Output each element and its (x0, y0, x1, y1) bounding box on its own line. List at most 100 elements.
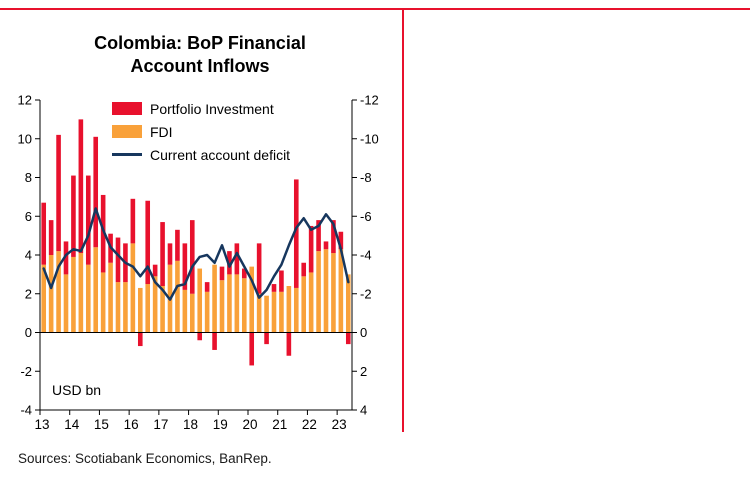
fdi-bar (115, 282, 121, 333)
portfolio-bar (100, 194, 106, 273)
fdi-bar (160, 286, 165, 333)
fdi-bar (345, 274, 351, 333)
fdi-bar (56, 251, 61, 333)
left-axis-tick-label: 10 (18, 131, 32, 146)
portfolio-bar (293, 179, 299, 288)
right-axis-tick-label: 0 (360, 325, 367, 340)
fdi-bar (204, 291, 210, 333)
portfolio-bar (56, 134, 61, 252)
x-axis-tick-label: 18 (183, 417, 198, 432)
right-axis-tick-label: -8 (360, 170, 372, 185)
right-axis-tick-label: -12 (360, 93, 379, 108)
portfolio-bar (204, 282, 210, 292)
portfolio-bar (331, 220, 336, 254)
x-axis-tick-label: 21 (272, 417, 287, 432)
right-axis-tick-label: -6 (360, 209, 372, 224)
x-axis-tick-label: 15 (94, 417, 109, 432)
legend-item-current-account: Current account deficit (112, 143, 290, 166)
right-axis-tick-label: 2 (360, 364, 367, 379)
portfolio-bar (316, 220, 321, 252)
portfolio-bar (256, 243, 262, 294)
bars-group (41, 119, 351, 366)
legend-label-current-account: Current account deficit (150, 146, 291, 163)
left-axis-tick-label: 4 (25, 248, 32, 263)
portfolio-bar (115, 237, 121, 283)
x-axis-tick-label: 16 (124, 417, 139, 432)
fdi-bar (256, 293, 262, 333)
portfolio-bar (41, 202, 47, 265)
portfolio-bar (182, 243, 188, 290)
portfolio-bar-negative (197, 332, 203, 341)
fdi-bar (264, 295, 269, 333)
x-axis-tick-label: 20 (242, 417, 257, 432)
fdi-bar (175, 260, 180, 333)
portfolio-bar (301, 262, 307, 277)
portfolio-bar (145, 200, 151, 285)
left-axis-tick-label: 12 (18, 93, 32, 108)
portfolio-bar (227, 251, 232, 275)
legend-label-fdi: FDI (150, 123, 173, 140)
portfolio-bar (48, 220, 54, 255)
fdi-bar (78, 253, 84, 333)
portfolio-bar (63, 241, 69, 275)
right-axis-tick-label: -10 (360, 131, 379, 146)
portfolio-bar (85, 175, 91, 265)
fdi-bar (108, 262, 113, 333)
top-red-rule (0, 8, 750, 10)
portfolio-bar (241, 268, 247, 279)
portfolio-bar (219, 266, 225, 281)
left-axis-tick-label: -4 (20, 403, 32, 418)
portfolio-bar (279, 270, 284, 292)
x-axis-tick-label: 19 (213, 417, 228, 432)
left-axis-tick-label: 2 (25, 286, 32, 301)
chart-legend: Portfolio Investment FDI Current account… (112, 97, 290, 166)
portfolio-bar (338, 231, 344, 250)
fdi-bar (212, 264, 217, 333)
fdi-bar (93, 247, 99, 333)
left-axis-tick-label: -2 (20, 364, 32, 379)
portfolio-bar (271, 284, 277, 292)
current-account-line-swatch-icon (112, 153, 142, 156)
legend-item-fdi: FDI (112, 120, 290, 143)
portfolio-bar (152, 264, 158, 277)
fdi-bar (100, 272, 106, 333)
right-axis-tick-label: 4 (360, 403, 367, 418)
portfolio-bar (160, 222, 165, 286)
x-axis-tick-label: 13 (34, 417, 49, 432)
fdi-bar (41, 264, 47, 333)
sources-note: Sources: Scotiabank Economics, BanRep. (18, 451, 272, 466)
fdi-bar (286, 286, 292, 333)
fdi-bar (130, 243, 136, 333)
vertical-red-divider (402, 8, 404, 432)
fdi-bar (189, 293, 195, 333)
current-account-line (42, 207, 350, 301)
portfolio-bar (167, 243, 173, 265)
portfolio-bar (234, 243, 240, 275)
fdi-bar (48, 255, 54, 333)
fdi-bar (152, 276, 158, 333)
portfolio-bar-negative (264, 332, 269, 345)
chart-title: Colombia: BoP Financial Account Inflows (0, 32, 400, 77)
fdi-bar (301, 276, 307, 333)
x-axis-tick-label: 14 (64, 417, 80, 432)
fdi-bar (137, 287, 143, 333)
legend-label-portfolio: Portfolio Investment (150, 100, 274, 117)
fdi-bar (271, 291, 277, 333)
fdi-bar (197, 268, 203, 333)
axes-group (35, 99, 357, 415)
portfolio-bar (78, 119, 84, 254)
x-axis-tick-label: 23 (332, 417, 347, 432)
fdi-bar (323, 249, 329, 333)
fdi-bar (316, 251, 321, 333)
fdi-bar (338, 249, 344, 333)
fdi-bar (63, 274, 69, 333)
fdi-bar (219, 280, 225, 333)
portfolio-bar (308, 225, 314, 273)
left-axis-tick-label: 0 (25, 325, 32, 340)
portfolio-bar (323, 241, 329, 250)
fdi-bar (145, 284, 151, 333)
portfolio-bar (71, 175, 76, 257)
